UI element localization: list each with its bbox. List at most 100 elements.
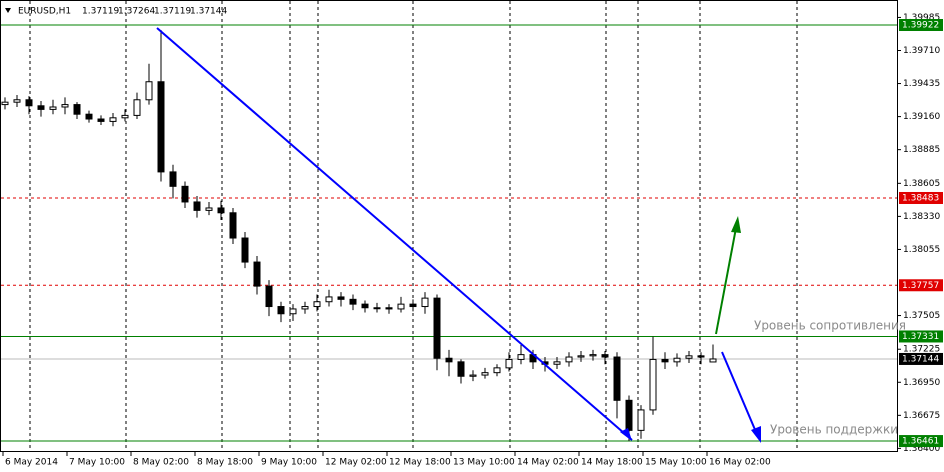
candle-body — [409, 303, 417, 308]
candle-body — [145, 81, 153, 101]
candle-body — [253, 261, 261, 287]
y-tick-label: 1.38605 — [903, 179, 940, 189]
candle-body — [217, 207, 225, 214]
y-tick-label: 1.36675 — [903, 411, 940, 421]
level-label: 1.36461 — [902, 437, 939, 447]
candle-body — [673, 357, 681, 363]
candle-body — [265, 285, 273, 308]
x-tick-label: 8 May 18:00 — [197, 458, 253, 468]
candle-body — [589, 354, 597, 357]
candle-body — [457, 361, 465, 377]
x-tick-label: 13 May 10:00 — [453, 458, 515, 468]
level-label-box — [899, 191, 943, 204]
candle-body — [697, 355, 705, 358]
time-grid — [29, 1, 798, 451]
axes: 1.39985 1.39710 1.39435 1.39160 1.38885 1.386… — [1, 13, 943, 468]
level-label: 1.39922 — [902, 21, 939, 31]
candle-body — [337, 296, 345, 300]
candle-body — [625, 399, 633, 431]
candle-body — [421, 297, 429, 308]
candle-body — [493, 367, 501, 374]
candle-body — [505, 358, 513, 369]
ohlc-low: 1.37119 — [154, 7, 191, 17]
price-label-box — [899, 352, 943, 365]
y-tick-label: 1.38885 — [903, 145, 940, 155]
candle-body — [445, 357, 453, 363]
candle-body — [1, 101, 9, 106]
x-tick-label: 8 May 02:00 — [133, 458, 189, 468]
ohlc-close: 1.37144 — [190, 7, 227, 17]
y-tick-label: 1.37225 — [903, 345, 940, 355]
y-tick-label: 1.39710 — [903, 46, 940, 56]
arrows — [620, 216, 761, 443]
level-label-box — [899, 435, 943, 448]
candle-body — [349, 298, 357, 305]
x-tick-label: 7 May 10:00 — [69, 458, 125, 468]
level-label-box — [899, 19, 943, 32]
candle-body — [229, 212, 237, 239]
candle-body — [277, 306, 285, 315]
candle-body — [25, 99, 33, 107]
candle-body — [121, 114, 129, 119]
symbol: EURUSD,H1 — [18, 7, 71, 17]
candle-body — [289, 308, 297, 315]
x-tick-label: 14 May 18:00 — [581, 458, 643, 468]
candle-body — [193, 201, 201, 211]
y-tick-label: 1.38055 — [903, 245, 940, 255]
level-label-box — [899, 279, 943, 292]
candle-body — [169, 171, 177, 187]
candle-body — [241, 237, 249, 263]
y-tick-label: 1.37505 — [903, 311, 940, 321]
y-tick-label: 1.39985 — [903, 13, 940, 23]
candle-body — [685, 355, 693, 359]
candle-body — [205, 207, 213, 211]
candle-body — [517, 354, 525, 360]
plot-frame — [0, 0, 898, 452]
candle-body — [37, 105, 45, 110]
candle-body — [13, 99, 21, 103]
candle-body — [601, 354, 609, 358]
candle-body — [97, 118, 105, 122]
candle-body — [373, 307, 381, 310]
x-tick-label: 14 May 02:00 — [517, 458, 579, 468]
candle-body — [433, 297, 441, 359]
y-tick-label: 1.36950 — [903, 378, 940, 388]
y-tick-label: 1.39160 — [903, 112, 940, 122]
candle-body — [109, 117, 117, 122]
x-tick-label: 9 May 10:00 — [261, 458, 317, 468]
price-label: 1.37144 — [902, 354, 939, 364]
candle-body — [301, 306, 309, 310]
x-tick-label: 15 May 10:00 — [645, 458, 707, 468]
candle-body — [661, 358, 669, 363]
header: EURUSD,H1 1.37119 1.37264 1.37119 1.3714… — [5, 7, 227, 17]
x-tick-label: 6 May 2014 — [5, 458, 58, 468]
candle-body — [577, 355, 585, 358]
y-tick-label: 1.38330 — [903, 212, 940, 222]
candle-body — [325, 296, 333, 303]
level-label-box — [899, 330, 943, 343]
candle-body — [553, 361, 561, 365]
ohlc-open: 1.37119 — [82, 7, 119, 17]
candle-body — [361, 303, 369, 309]
x-tick-label: 12 May 02:00 — [325, 458, 387, 468]
candle-body — [73, 104, 81, 115]
trend-line — [156, 27, 633, 441]
candle-body — [85, 113, 93, 120]
candle-body — [385, 307, 393, 310]
annotation: Уровень сопротивления — [754, 319, 906, 333]
candle-body — [469, 374, 477, 377]
candle-body — [181, 185, 189, 203]
ohlc-high: 1.37264 — [118, 7, 155, 17]
candle-body — [613, 356, 621, 401]
x-tick-label: 16 May 02:00 — [709, 458, 771, 468]
candle-body — [481, 372, 489, 376]
candle-body — [157, 81, 165, 173]
annotation: Уровень поддержки — [770, 423, 898, 437]
candle-body — [61, 104, 69, 108]
candle-body — [397, 303, 405, 310]
candle-body — [649, 358, 657, 411]
candle-body — [49, 106, 57, 110]
candles — [1, 30, 717, 442]
level-label: 1.37331 — [902, 332, 939, 342]
